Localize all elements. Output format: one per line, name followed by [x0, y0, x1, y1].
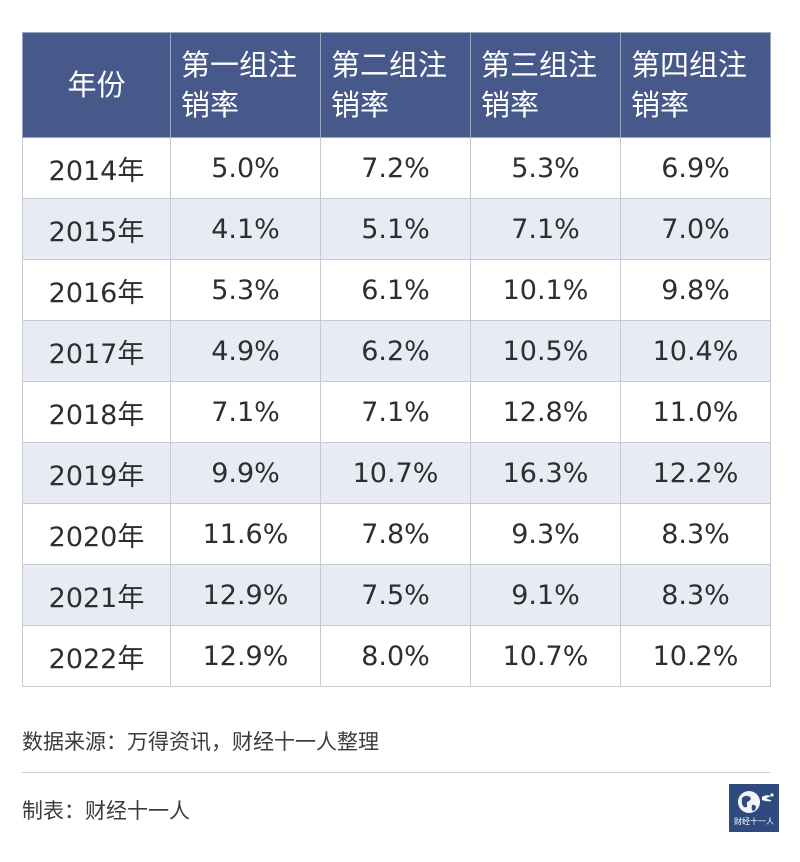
maker-note: 制表：财经十一人: [22, 799, 190, 823]
rate-cell: 10.5%: [470, 320, 621, 382]
globe-icon: [738, 791, 774, 813]
rate-cell: 10.7%: [320, 442, 471, 504]
rate-cell: 8.0%: [320, 625, 471, 687]
rate-cell: 9.9%: [170, 442, 321, 504]
table-row: 2020年 11.6% 7.8% 9.3% 8.3%: [22, 503, 771, 565]
table-body: 2014年 5.0% 7.2% 5.3% 6.9% 2015年 4.1% 5.1% 7.1% 7.…: [22, 137, 771, 687]
rate-cell: 4.9%: [170, 320, 321, 382]
rate-cell: 7.5%: [320, 564, 471, 626]
year-cell: 2022年: [22, 625, 171, 687]
rate-cell: 6.1%: [320, 259, 471, 321]
rate-cell: 7.1%: [320, 381, 471, 443]
rate-cell: 4.1%: [170, 198, 321, 260]
rate-cell: 11.0%: [620, 381, 771, 443]
rate-cell: 12.9%: [170, 625, 321, 687]
rate-cell: 9.1%: [470, 564, 621, 626]
divider: [22, 772, 770, 773]
table-row: 2014年 5.0% 7.2% 5.3% 6.9%: [22, 137, 771, 199]
rate-cell: 6.2%: [320, 320, 471, 382]
column-header-year: 年份: [22, 32, 171, 138]
rate-cell: 8.3%: [620, 503, 771, 565]
rate-cell: 7.0%: [620, 198, 771, 260]
table-row: 2019年 9.9% 10.7% 16.3% 12.2%: [22, 442, 771, 504]
table-row: 2017年 4.9% 6.2% 10.5% 10.4%: [22, 320, 771, 382]
column-header-group1: 第一组注销率: [170, 32, 321, 138]
year-cell: 2020年: [22, 503, 171, 565]
rate-cell: 5.1%: [320, 198, 471, 260]
rate-cell: 7.8%: [320, 503, 471, 565]
rate-cell: 12.8%: [470, 381, 621, 443]
year-cell: 2014年: [22, 137, 171, 199]
rate-cell: 16.3%: [470, 442, 621, 504]
data-table: 年份 第一组注销率 第二组注销率 第三组注销率 第四组注销率 2014年 5.0%…: [22, 32, 771, 687]
rate-cell: 10.1%: [470, 259, 621, 321]
column-header-group4: 第四组注销率: [620, 32, 771, 138]
table-row: 2021年 12.9% 7.5% 9.1% 8.3%: [22, 564, 771, 626]
rate-cell: 12.2%: [620, 442, 771, 504]
header-row: 年份 第一组注销率 第二组注销率 第三组注销率 第四组注销率: [22, 32, 771, 138]
year-cell: 2016年: [22, 259, 171, 321]
rate-cell: 10.4%: [620, 320, 771, 382]
year-cell: 2015年: [22, 198, 171, 260]
rate-cell: 8.3%: [620, 564, 771, 626]
rate-cell: 10.2%: [620, 625, 771, 687]
rate-cell: 6.9%: [620, 137, 771, 199]
column-header-group3: 第三组注销率: [470, 32, 621, 138]
source-note: 数据来源：万得资讯，财经十一人整理: [22, 730, 379, 754]
logo-text: 财经十一人: [734, 817, 774, 826]
rate-cell: 12.9%: [170, 564, 321, 626]
rate-cell: 7.1%: [470, 198, 621, 260]
year-cell: 2019年: [22, 442, 171, 504]
table-row: 2018年 7.1% 7.1% 12.8% 11.0%: [22, 381, 771, 443]
rate-cell: 5.0%: [170, 137, 321, 199]
rate-cell: 10.7%: [470, 625, 621, 687]
brand-logo: 财经十一人: [729, 784, 779, 832]
rate-cell: 9.3%: [470, 503, 621, 565]
rate-cell: 5.3%: [170, 259, 321, 321]
column-header-group2: 第二组注销率: [320, 32, 471, 138]
rate-cell: 7.2%: [320, 137, 471, 199]
year-cell: 2018年: [22, 381, 171, 443]
rate-cell: 9.8%: [620, 259, 771, 321]
table-header: 年份 第一组注销率 第二组注销率 第三组注销率 第四组注销率: [22, 32, 771, 138]
rate-cell: 7.1%: [170, 381, 321, 443]
year-cell: 2017年: [22, 320, 171, 382]
table-row: 2022年 12.9% 8.0% 10.7% 10.2%: [22, 625, 771, 687]
table-row: 2015年 4.1% 5.1% 7.1% 7.0%: [22, 198, 771, 260]
rate-cell: 11.6%: [170, 503, 321, 565]
rate-cell: 5.3%: [470, 137, 621, 199]
year-cell: 2021年: [22, 564, 171, 626]
table-row: 2016年 5.3% 6.1% 10.1% 9.8%: [22, 259, 771, 321]
